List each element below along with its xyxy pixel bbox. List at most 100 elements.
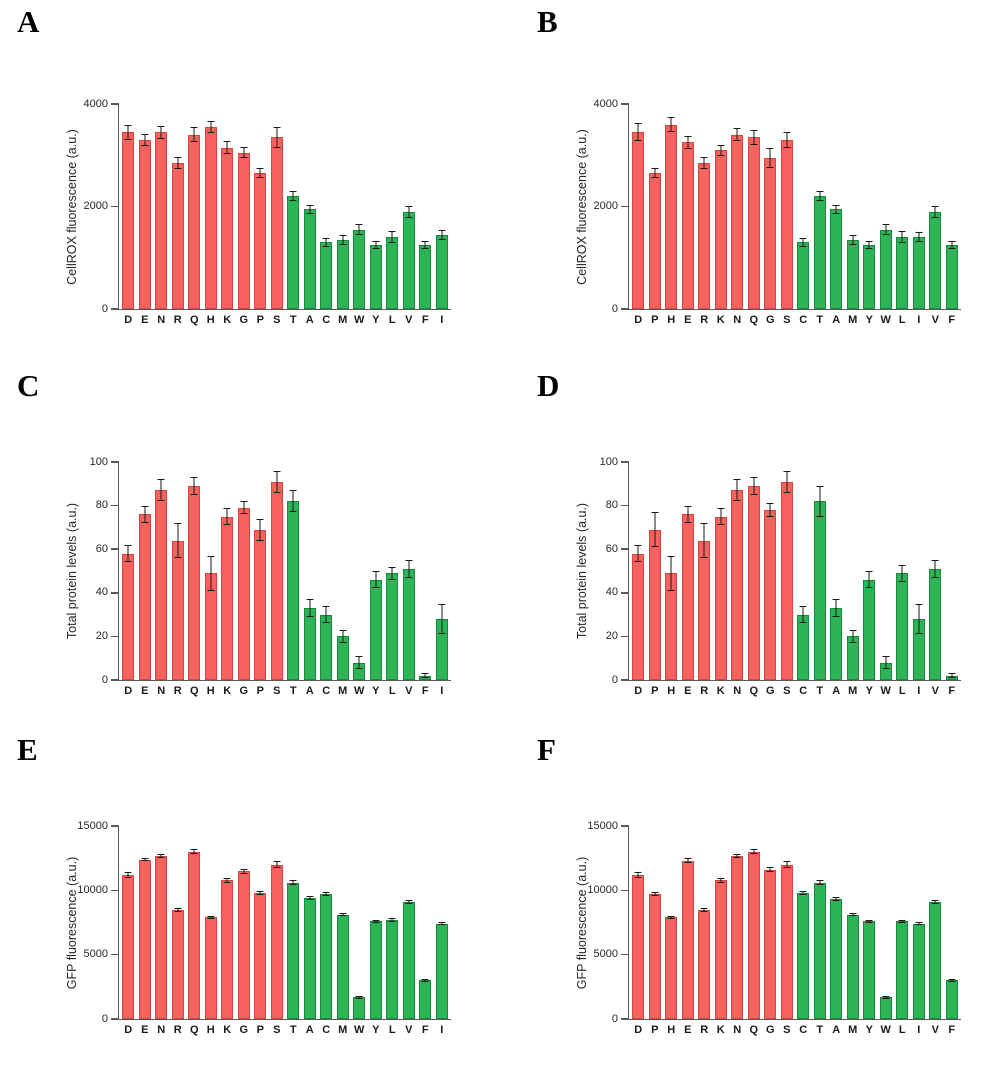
y-tick-label: 0 [611, 673, 618, 686]
y-tick-mark [111, 953, 119, 956]
error-bar [157, 125, 165, 139]
error-bar [931, 560, 939, 578]
red-bar-e [681, 514, 694, 680]
bar-slot-n: N [153, 826, 170, 1036]
panel-letter-d: D [537, 368, 560, 403]
error-bar [273, 470, 281, 493]
green-bar-l [896, 921, 909, 1019]
y-tick-label: 5000 [593, 948, 618, 961]
red-bar-k [714, 516, 727, 680]
error-bar [750, 129, 758, 145]
error-bar [207, 915, 215, 919]
error-bar [157, 479, 165, 502]
bar-slot-p: P [252, 826, 269, 1036]
red-bar-k [221, 516, 234, 680]
green-bar-a [830, 209, 843, 309]
bar-slot-e: E [680, 826, 697, 1036]
green-bar-w [879, 229, 892, 309]
y-tick-mark [111, 308, 119, 310]
bar-slot-f: F [417, 462, 434, 697]
bar-slot-m: M [335, 826, 352, 1036]
bar-slot-g: G [236, 462, 253, 697]
bar-slot-t: T [285, 826, 302, 1036]
red-bar-s [270, 481, 283, 680]
bar-slot-i: I [911, 826, 928, 1036]
bar-slot-y: Y [861, 826, 878, 1036]
green-bar-c [320, 894, 333, 1019]
x-axis-label-i: I [917, 314, 921, 326]
y-axis-title: Total protein levels (a.u.) [575, 502, 589, 640]
y-tick-mark [621, 679, 629, 681]
green-bar-l [386, 237, 399, 309]
bar-slot-m: M [845, 104, 862, 326]
x-axis-label-i: I [440, 314, 444, 326]
bar-slot-p: P [252, 104, 269, 326]
x-axis-label-y: Y [865, 314, 873, 326]
error-bar [799, 605, 807, 624]
x-axis-label-r: R [173, 314, 182, 326]
y-axis-title: CellROX fluorescence (a.u.) [65, 128, 79, 285]
bar-slot-h: H [663, 826, 680, 1036]
green-bar-v [929, 568, 942, 680]
green-bar-l [386, 919, 399, 1019]
y-tick-mark [111, 679, 119, 681]
y-tick-label: 40 [95, 586, 108, 599]
green-bar-y [369, 579, 382, 680]
x-axis-label-e: E [141, 685, 149, 697]
x-axis-label-k: K [223, 314, 232, 326]
error-bar [124, 871, 132, 879]
bar-slot-k: K [713, 462, 730, 697]
red-bar-h [204, 917, 217, 1019]
red-bar-q [188, 486, 201, 680]
error-bar [339, 629, 347, 643]
red-bar-q [188, 851, 201, 1019]
red-bar-r [171, 540, 184, 680]
green-bar-w [353, 997, 366, 1019]
bar-slot-v: V [401, 462, 418, 697]
error-bar [766, 147, 774, 169]
bar-slot-q: Q [746, 104, 763, 326]
error-bar [684, 858, 692, 864]
x-axis-label-y: Y [865, 685, 873, 697]
x-axis-label-f: F [948, 314, 956, 326]
plot-area-f: GFP fluorescence (a.u.) 0 5000 10000 15000 … [575, 820, 961, 1036]
x-axis-label-t: T [289, 685, 297, 697]
green-bar-l [896, 573, 909, 680]
error-bar [915, 922, 923, 926]
bar-slot-q: Q [186, 826, 203, 1036]
bar-slot-l: L [384, 104, 401, 326]
error-bar [684, 505, 692, 523]
x-axis-label-m: M [848, 1024, 858, 1036]
bar-slot-s: S [269, 826, 286, 1036]
green-bar-a [830, 608, 843, 680]
x-axis-label-s: S [273, 314, 281, 326]
bar-slot-w: W [351, 826, 368, 1036]
bar-slot-m: M [845, 826, 862, 1036]
error-bar [849, 913, 857, 917]
y-tick-mark [621, 953, 629, 956]
green-bar-t [813, 196, 826, 309]
panel-letter-f: F [537, 732, 556, 767]
bar-slot-t: T [812, 104, 829, 326]
red-bar-d [122, 874, 135, 1019]
error-bar [124, 544, 132, 563]
bar-slot-y: Y [368, 826, 385, 1036]
panel-f: F GFP fluorescence (a.u.) 0 5000 10000 1500… [500, 728, 1000, 1092]
error-bar [700, 523, 708, 558]
x-axis-label-m: M [848, 314, 858, 326]
error-bar [849, 629, 857, 643]
error-bar [174, 523, 182, 558]
x-axis-label-t: T [816, 1024, 824, 1036]
bar-slot-n: N [153, 462, 170, 697]
x-axis-label-n: N [157, 314, 166, 326]
x-axis-label-y: Y [372, 685, 380, 697]
bar-slot-a: A [302, 826, 319, 1036]
y-tick-label: 0 [101, 1012, 108, 1025]
green-bar-t [287, 882, 300, 1019]
x-axis-label-l: L [898, 685, 906, 697]
error-bar [651, 168, 659, 179]
x-axis-label-n: N [157, 685, 166, 697]
x-axis-label-r: R [173, 1024, 182, 1036]
red-bar-k [714, 880, 727, 1019]
